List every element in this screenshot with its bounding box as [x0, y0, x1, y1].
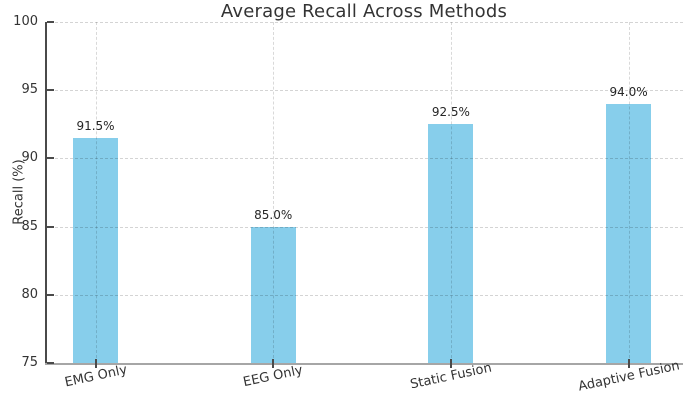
x-tick-mark [272, 359, 275, 368]
x-tick-mark [627, 359, 630, 368]
y-tick-mark [47, 225, 54, 228]
bar-value-label: 85.0% [254, 207, 293, 222]
x-axis-spine [45, 363, 683, 365]
horizontal-gridline [45, 158, 683, 160]
bar-emg-only [73, 137, 118, 363]
bar-adaptive-fusion [606, 103, 652, 363]
y-tick-mark [47, 293, 54, 296]
y-tick-label: 100 [13, 14, 38, 29]
y-tick-mark [47, 157, 54, 160]
vertical-gridline [273, 22, 275, 363]
bar-value-label: 92.5% [431, 105, 470, 120]
y-tick-mark [47, 89, 54, 92]
chart-title: Average Recall Across Methods [220, 1, 508, 22]
horizontal-gridline [45, 226, 683, 228]
y-tick-label: 80 [21, 286, 38, 302]
y-tick-label: 75 [21, 355, 38, 370]
y-tick-label: 95 [21, 82, 38, 98]
bar-eeg-only [250, 226, 296, 363]
y-tick-label: 85 [21, 218, 38, 234]
bar-static-fusion [428, 124, 474, 363]
x-tick-mark [449, 359, 452, 368]
vertical-gridline [450, 22, 452, 363]
y-axis-spine [45, 22, 47, 363]
y-tick-mark [47, 21, 54, 23]
horizontal-gridline [45, 294, 683, 296]
y-tick-mark [47, 362, 54, 364]
bar-value-label: 94.0% [609, 84, 648, 99]
y-axis-label: Recall (%) [11, 159, 27, 225]
vertical-gridline [95, 22, 97, 363]
horizontal-gridline [45, 90, 683, 92]
x-tick-mark [94, 359, 97, 368]
plot-area: 91.5% 85.0% 92.5% 94.0% 75 80 85 90 95 100 EMG Onl… [13, 15, 683, 395]
bar-value-label: 91.5% [76, 118, 115, 133]
horizontal-gridline [45, 22, 683, 23]
y-tick-label: 90 [21, 150, 38, 166]
vertical-gridline [628, 22, 630, 363]
